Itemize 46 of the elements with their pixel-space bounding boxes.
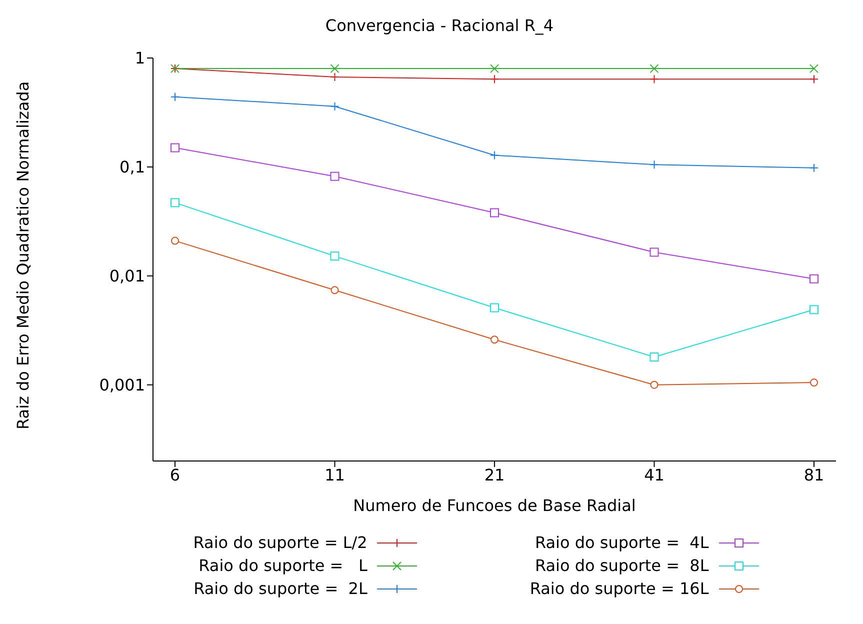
y-axis-title: Raiz do Erro Medio Quadratico Normalizada bbox=[14, 81, 33, 430]
y-tick-label: 0,001 bbox=[99, 376, 145, 395]
legend-label: Raio do suporte = L bbox=[198, 556, 368, 575]
point bbox=[810, 74, 818, 84]
x-tick-label: 41 bbox=[644, 465, 664, 484]
x-tick-label: 81 bbox=[804, 465, 824, 484]
point bbox=[330, 64, 340, 74]
point bbox=[330, 286, 339, 294]
point bbox=[650, 160, 659, 170]
x-tick-label: 6 bbox=[170, 465, 180, 484]
legend-label: Raio do suporte = 2L bbox=[194, 579, 368, 598]
point bbox=[650, 352, 659, 362]
chart-title: Convergencia - Racional R_4 bbox=[324, 16, 555, 35]
point bbox=[490, 74, 499, 84]
point bbox=[170, 198, 180, 208]
point bbox=[490, 64, 499, 74]
point bbox=[650, 380, 658, 389]
legend-label: Raio do suporte = 8L bbox=[534, 556, 709, 575]
point bbox=[810, 163, 818, 172]
point bbox=[330, 102, 340, 111]
point bbox=[810, 305, 818, 314]
point bbox=[490, 303, 499, 312]
point bbox=[171, 236, 179, 245]
legend-label: Raio do suporte = L/2 bbox=[193, 533, 368, 552]
point bbox=[490, 208, 499, 218]
point bbox=[650, 74, 659, 84]
point bbox=[330, 172, 340, 181]
point bbox=[170, 143, 180, 152]
legend-label: Raio do suporte = 16L bbox=[530, 579, 709, 598]
point bbox=[810, 64, 818, 74]
point bbox=[170, 92, 180, 102]
point bbox=[810, 378, 818, 387]
y-tick-label: 0,01 bbox=[109, 266, 145, 286]
point bbox=[490, 150, 499, 160]
point bbox=[330, 252, 340, 261]
point bbox=[650, 64, 659, 74]
point bbox=[490, 336, 498, 344]
y-tick-label: 1 bbox=[134, 48, 145, 68]
point bbox=[330, 72, 340, 82]
x-tick-label: 11 bbox=[324, 465, 345, 484]
x-axis-title: Numero de Funcoes de Base Radial bbox=[353, 496, 636, 515]
y-tick-label: 0,1 bbox=[120, 158, 145, 177]
x-tick-label: 21 bbox=[484, 465, 505, 484]
point bbox=[810, 274, 818, 284]
point bbox=[650, 248, 659, 257]
legend-label: Raio do suporte = 4L bbox=[534, 533, 709, 552]
